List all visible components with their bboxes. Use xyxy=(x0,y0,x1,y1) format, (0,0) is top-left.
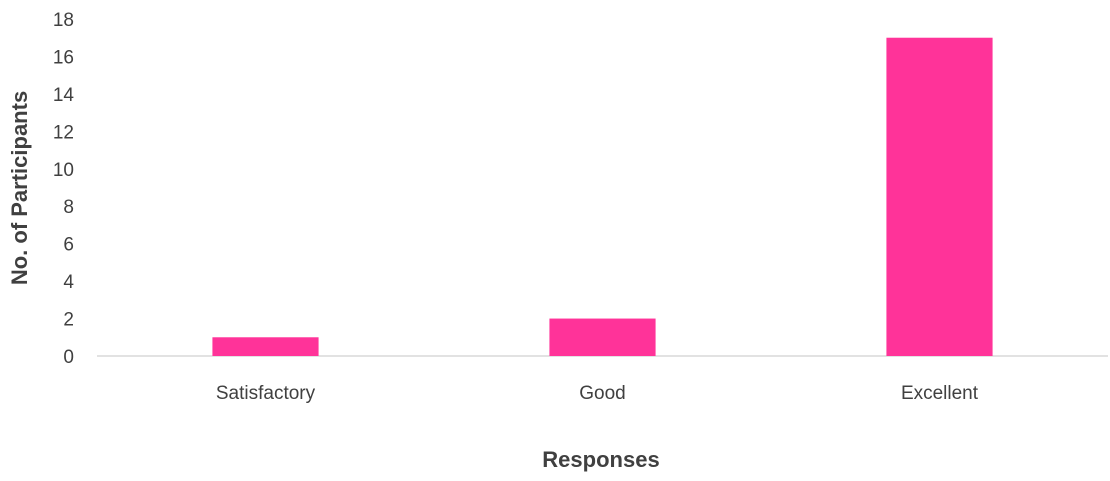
y-tick-label: 10 xyxy=(53,160,74,181)
y-tick-label: 2 xyxy=(63,310,74,331)
y-tick-label: 16 xyxy=(53,47,74,68)
y-tick-label: 8 xyxy=(63,197,74,218)
y-tick-label: 18 xyxy=(53,10,74,31)
y-axis-ticks: 0 2 4 6 8 10 12 14 16 18 xyxy=(53,10,75,368)
bars xyxy=(212,37,993,356)
bar-satisfactory xyxy=(212,337,319,356)
y-tick-label: 14 xyxy=(53,85,75,106)
y-tick-label: 0 xyxy=(63,347,74,368)
bar-good xyxy=(549,318,656,356)
bar-excellent xyxy=(886,37,993,356)
y-tick-label: 4 xyxy=(63,272,74,293)
x-category-label: Excellent xyxy=(901,383,979,404)
x-axis-category-labels: Satisfactory Good Excellent xyxy=(216,383,979,404)
y-tick-label: 12 xyxy=(53,122,74,143)
x-category-label: Good xyxy=(579,383,625,404)
y-tick-label: 6 xyxy=(63,235,74,256)
y-axis-title: No. of Participants xyxy=(7,91,32,285)
x-axis-title: Responses xyxy=(542,447,659,472)
x-category-label: Satisfactory xyxy=(216,383,316,404)
